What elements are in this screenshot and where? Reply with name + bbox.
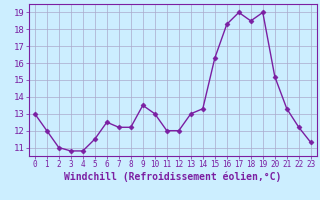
X-axis label: Windchill (Refroidissement éolien,°C): Windchill (Refroidissement éolien,°C) xyxy=(64,172,282,182)
